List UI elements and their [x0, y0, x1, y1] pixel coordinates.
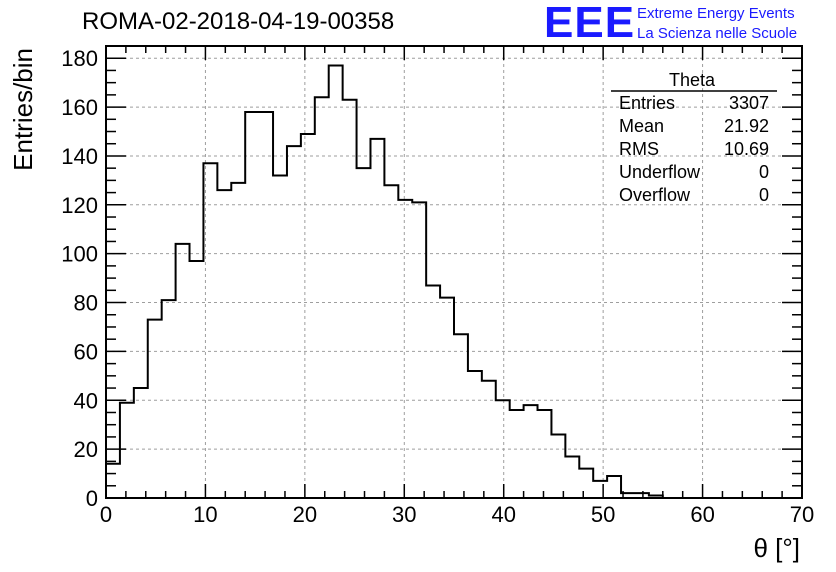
histogram-bin [106, 464, 120, 498]
stats-label: Overflow [619, 185, 691, 205]
histogram-bin [370, 139, 384, 498]
stats-value: 21.92 [724, 116, 769, 136]
logo-caption-line2: La Scienza nelle Scuole [637, 25, 798, 42]
y-tick-label: 0 [86, 486, 98, 511]
chart-title: ROMA-02-2018-04-19-00358 [82, 8, 395, 35]
histogram-bin [329, 66, 343, 498]
histogram-bin [259, 112, 273, 498]
stats-value: 10.69 [724, 139, 769, 159]
histogram-bin [440, 298, 454, 498]
histogram-bin [454, 334, 468, 498]
histogram-bin [357, 168, 371, 498]
stats-label: Mean [619, 116, 664, 136]
histogram-bin [134, 388, 148, 498]
histogram-bin [231, 183, 245, 498]
logo-caption: Extreme Energy Events La Scienza nelle S… [637, 4, 797, 44]
histogram-bin [426, 285, 440, 498]
histogram-bin [162, 300, 176, 498]
y-tick-labels: 0 20 40 60 80 100 120 140 160 180 [61, 46, 98, 511]
eee-logo: EEE [544, 0, 636, 47]
plot-frame [105, 45, 803, 499]
stats-label: Entries [619, 93, 675, 113]
y-tick-label: 140 [61, 144, 98, 169]
histogram-bin [190, 261, 204, 498]
stats-value: 0 [759, 185, 769, 205]
histogram-bin [579, 469, 593, 498]
histogram-bin [607, 476, 621, 498]
x-tick-label: 70 [790, 502, 814, 527]
histogram-bin [593, 481, 607, 498]
histogram-bin [203, 163, 217, 498]
x-tick-label: 60 [690, 502, 714, 527]
histogram-bin [245, 112, 259, 498]
histogram-bin [524, 405, 538, 498]
histogram-bin [315, 97, 329, 498]
x-tick-labels: 0 10 20 30 40 50 60 70 [100, 502, 814, 527]
histogram-bin [120, 403, 134, 498]
stats-label: Underflow [619, 162, 701, 182]
x-tick-label: 50 [591, 502, 615, 527]
histogram-bin [273, 175, 287, 498]
x-tick-label: 10 [193, 502, 217, 527]
x-axis-title: θ [°] [753, 533, 800, 563]
histogram-bin [412, 202, 426, 498]
stats-title: Theta [669, 70, 716, 90]
histogram-bin [176, 244, 190, 498]
stats-value: 3307 [729, 93, 769, 113]
histogram-bin [343, 100, 357, 498]
y-tick-label: 160 [61, 95, 98, 120]
y-tick-label: 40 [74, 388, 98, 413]
y-tick-label: 180 [61, 46, 98, 71]
histogram-bin [217, 190, 231, 498]
histogram-bin [301, 134, 315, 498]
y-tick-label: 120 [61, 193, 98, 218]
y-tick-label: 20 [74, 437, 98, 462]
histogram-bin [148, 320, 162, 498]
y-tick-label: 100 [61, 242, 98, 267]
y-tick-label: 80 [74, 291, 98, 316]
histogram-bin [565, 456, 579, 498]
histogram-series [105, 64, 802, 499]
grid-lines [106, 46, 802, 498]
x-tick-label: 20 [293, 502, 317, 527]
logo-caption-line1: Extreme Energy Events [637, 5, 795, 22]
y-axis-title: Entries/bin [8, 48, 38, 171]
x-tick-label: 30 [392, 502, 416, 527]
histogram-bin [551, 434, 565, 498]
histogram-bin [468, 371, 482, 498]
stats-label: RMS [619, 139, 659, 159]
stats-value: 0 [759, 162, 769, 182]
histogram-bin [510, 410, 524, 498]
histogram-bin [398, 200, 412, 498]
axis-ticks [105, 45, 803, 499]
x-tick-label: 40 [491, 502, 515, 527]
histogram-bin [384, 185, 398, 498]
histogram-bin [482, 381, 496, 498]
histogram-bin [287, 146, 301, 498]
histogram-bin [538, 410, 552, 498]
stats-box: Theta Entries 3307 Mean 21.92 RMS 10.69 Underf… [611, 70, 777, 205]
x-tick-label: 0 [100, 502, 112, 527]
histogram-bin [496, 400, 510, 498]
y-tick-label: 60 [74, 339, 98, 364]
